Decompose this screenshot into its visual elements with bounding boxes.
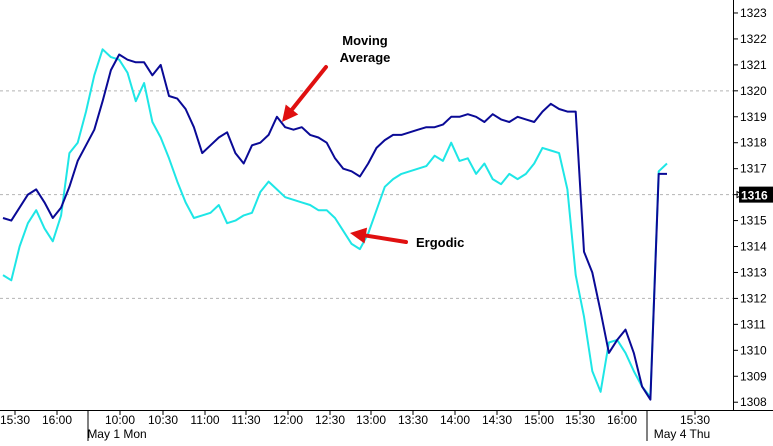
y-tick-label: 1311	[740, 317, 766, 331]
x-tick-label: 15:30	[680, 413, 710, 427]
y-tick-label: 1320	[740, 84, 767, 98]
y-tick-label: 1309	[740, 369, 767, 383]
series-line-moving-average	[2, 53, 667, 401]
y-tick-label: 1314	[740, 240, 767, 254]
x-tick-label: 14:00	[440, 413, 470, 427]
x-tick-label: 10:30	[148, 413, 178, 427]
y-tick-label: 1323	[740, 6, 767, 20]
date-label: May 1 Mon	[87, 427, 146, 441]
y-tick-label: 1322	[740, 32, 767, 46]
arrow-shaft	[363, 233, 408, 244]
annotation-moving-average-arrow	[282, 65, 328, 122]
y-tick-label: 1319	[740, 110, 767, 124]
x-tick-label: 11:30	[231, 413, 260, 427]
x-tick-label: 15:00	[524, 413, 554, 427]
current-value-label: 1316	[741, 189, 768, 203]
x-tick-label: 12:30	[315, 413, 345, 427]
x-tick-label: 15:30	[565, 413, 595, 427]
x-tick-label: 14:30	[482, 413, 512, 427]
annotation-moving-average-line1: Moving	[342, 33, 388, 48]
arrow-shaft	[289, 65, 328, 112]
y-tick-label: 1318	[740, 136, 767, 150]
y-tick-label: 1312	[740, 291, 767, 305]
x-tick-label: 16:00	[42, 413, 72, 427]
annotation-ergodic: Ergodic	[416, 235, 464, 250]
y-tick-label: 1313	[740, 265, 767, 279]
x-tick-label: 15:30	[0, 413, 30, 427]
y-tick-label: 1315	[740, 214, 767, 228]
arrow-head	[350, 227, 368, 244]
series-line-ergodic	[2, 48, 668, 398]
x-tick-label: 16:00	[607, 413, 637, 427]
y-tick-label: 1308	[740, 395, 767, 409]
x-tick-label: 13:30	[398, 413, 428, 427]
current-value-box	[739, 186, 773, 203]
y-tick-label: 1310	[740, 343, 767, 357]
annotation-ergodic-arrow	[350, 227, 408, 244]
x-tick-label: 12:00	[273, 413, 303, 427]
arrow-head	[282, 104, 299, 122]
annotation-moving-average-line2: Average	[340, 50, 391, 65]
x-tick-label: 13:00	[356, 413, 386, 427]
y-tick-label: 1317	[740, 162, 767, 176]
y-tick-label: 1321	[740, 58, 767, 72]
x-tick-label: 11:00	[190, 413, 219, 427]
x-tick-label: 10:00	[105, 413, 135, 427]
date-label: May 4 Thu	[654, 427, 710, 441]
